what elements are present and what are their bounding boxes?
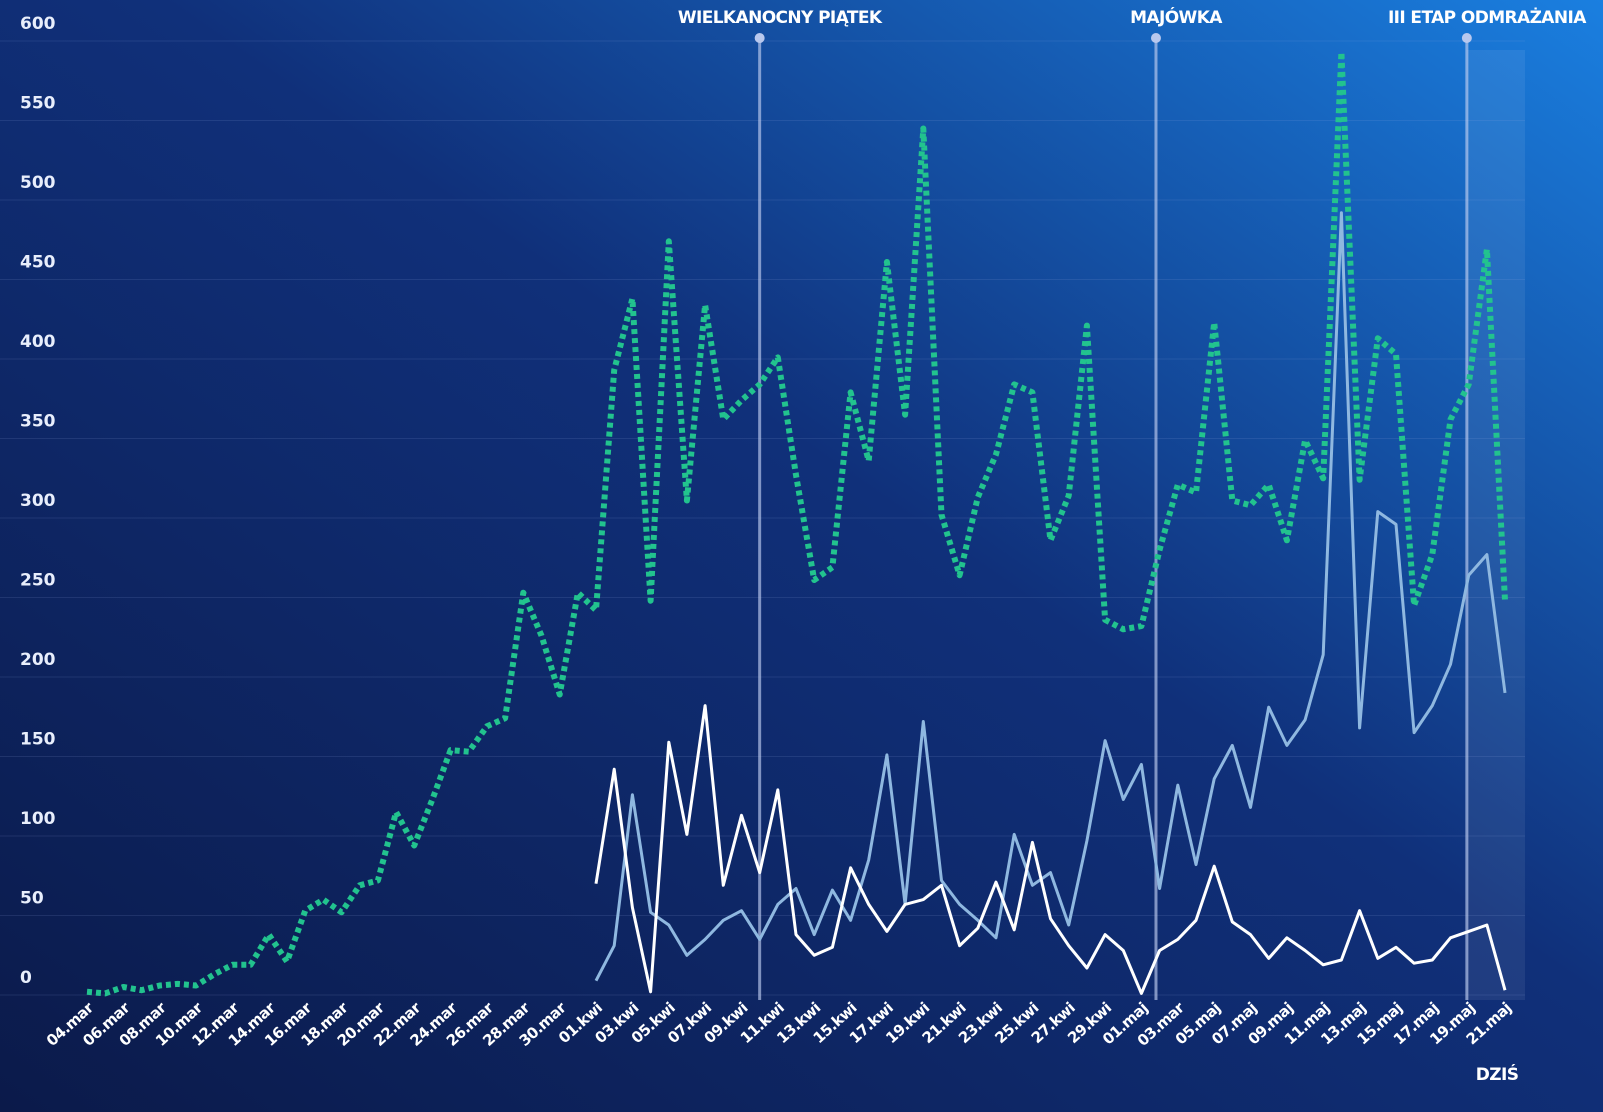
y-tick-label: 50: [20, 889, 44, 909]
y-tick-label: 150: [20, 730, 56, 750]
y-tick-label: 0: [20, 968, 32, 988]
dotted-line: [86, 49, 1508, 997]
today-region: [1466, 50, 1525, 1000]
event-label: MAJÓWKA: [1130, 6, 1223, 28]
event-label: III ETAP ODMRAŻANIA: [1388, 6, 1587, 28]
y-tick-label: 400: [20, 332, 56, 352]
y-tick-label: 350: [20, 412, 56, 432]
y-tick-label: 250: [20, 571, 56, 591]
line: [594, 704, 1507, 995]
y-tick-label: 550: [20, 94, 56, 114]
y-tick-label: 200: [20, 650, 56, 670]
line: [594, 211, 1507, 982]
y-tick-label: 600: [20, 14, 56, 34]
y-tick-label: 500: [20, 173, 56, 193]
event-label: WIELKANOCNY PIĄTEK: [678, 8, 883, 28]
event-dot: [1461, 33, 1472, 43]
y-tick-label: 100: [20, 809, 56, 829]
event-dot: [754, 33, 765, 43]
y-tick-label: 300: [20, 491, 56, 511]
today-label: DZIŚ: [1476, 1063, 1519, 1085]
event-dot: [1150, 33, 1161, 43]
y-tick-label: 450: [20, 253, 56, 273]
